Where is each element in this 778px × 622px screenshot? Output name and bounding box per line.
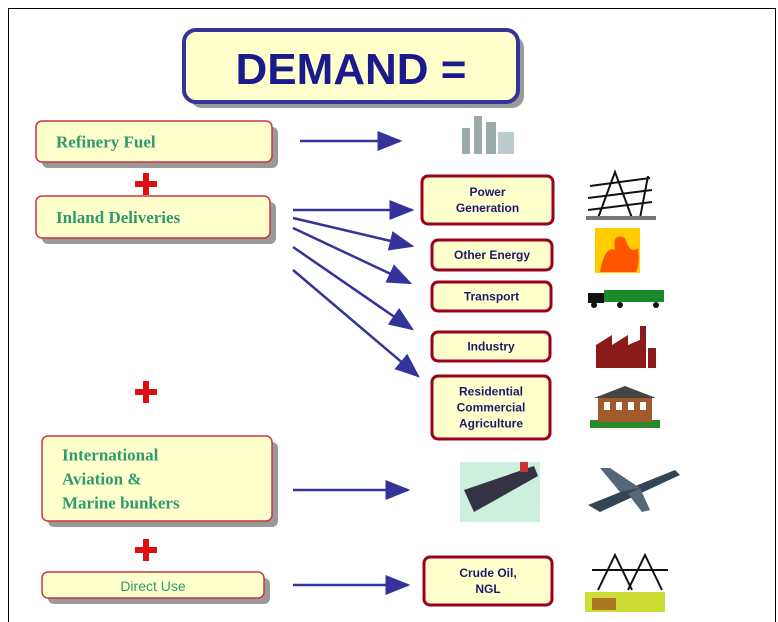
- source-label: Inland Deliveries: [56, 208, 181, 227]
- source-label: Aviation &: [62, 470, 142, 489]
- icon-refinery: [462, 116, 514, 154]
- use-label: Agriculture: [459, 417, 523, 431]
- use-label: Crude Oil,: [459, 566, 516, 580]
- use-box: [424, 557, 552, 605]
- icon-truck: [588, 290, 664, 308]
- use-label: Residential: [459, 385, 523, 399]
- icon-plane: [588, 468, 680, 512]
- source-label: Direct Use: [120, 578, 186, 594]
- title: DEMAND =: [235, 45, 466, 94]
- use-label: Generation: [456, 201, 519, 215]
- use-label: NGL: [475, 582, 500, 596]
- diagram: DEMAND =: [0, 0, 778, 622]
- use-label: Commercial: [457, 401, 526, 415]
- icon-power-lines: [586, 172, 656, 220]
- icon-power-station: [585, 555, 668, 612]
- arrows: [293, 141, 418, 585]
- icon-house: [590, 386, 660, 428]
- use-label: Industry: [467, 340, 515, 354]
- source-label: Refinery Fuel: [56, 133, 156, 152]
- use-label: Transport: [464, 290, 519, 304]
- icon-ship: [460, 462, 540, 522]
- use-label: Other Energy: [454, 248, 530, 262]
- source-label: International: [62, 446, 159, 465]
- source-label: Marine bunkers: [62, 494, 180, 513]
- icon-fire: [595, 228, 640, 273]
- icon-factory: [596, 326, 656, 368]
- use-label: Power: [469, 185, 505, 199]
- use-box: [422, 176, 553, 224]
- boxes: Refinery Fuel Inland Deliveries Internatio…: [36, 121, 553, 605]
